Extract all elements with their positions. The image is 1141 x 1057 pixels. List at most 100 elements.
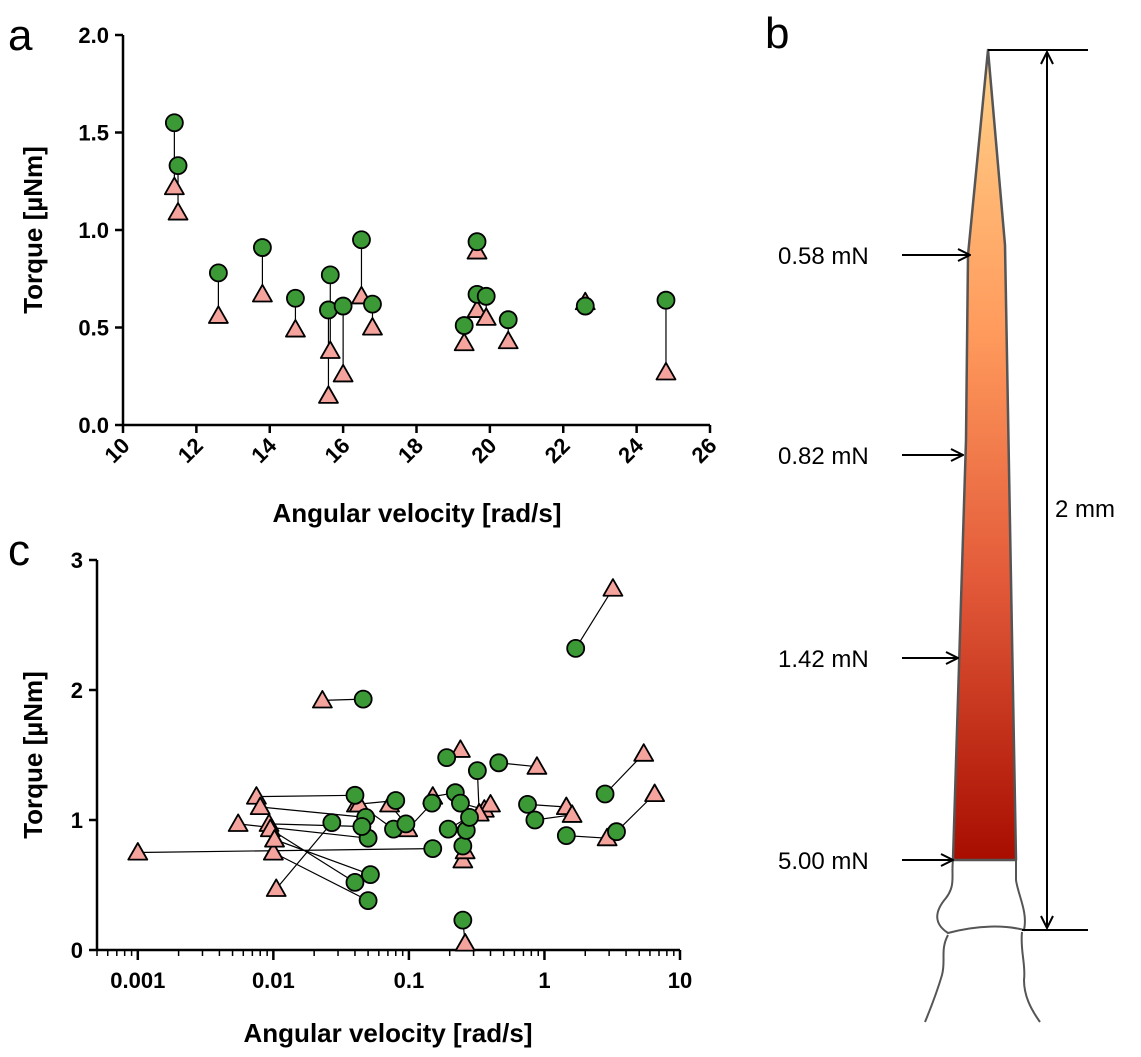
panel-c-y-axis-title: Torque [µNm]	[18, 671, 48, 839]
panel-c-pair-connector	[273, 851, 369, 902]
panel-a-x-tick-label: 20	[466, 433, 501, 468]
panel-a-triangle-point	[466, 299, 488, 318]
root-base-outline	[936, 859, 1026, 935]
panel-letter-c: c	[8, 526, 30, 575]
panel-c-triangle-point	[262, 842, 284, 861]
panel-c-circle-point	[525, 810, 545, 830]
force-label-4: 5.00 mN	[778, 848, 869, 875]
panel-a-chart: 0.0 0.5 1.0 1.5 2.0 10 12 14 16 18 20 22 24 26 Angul…	[18, 23, 722, 528]
panel-a-x-tick-label: 14	[246, 432, 282, 468]
panel-c-circle-point	[423, 839, 443, 858]
panel-c-y-tick-label: 2	[71, 678, 83, 703]
panel-c-circle-point	[460, 808, 479, 827]
panel-a-triangle-point	[475, 307, 497, 326]
panel-a-triangle-point	[252, 283, 273, 303]
panel-c-triangle-point	[526, 756, 548, 775]
panel-c-circle-point	[437, 748, 457, 767]
panel-a-triangle-point	[319, 340, 341, 359]
panel-c-y-tick-label: 3	[71, 548, 83, 573]
panel-c-circle-point	[352, 817, 372, 836]
panel-c-triangle-point	[633, 743, 655, 762]
panel-c-triangle-point	[644, 783, 666, 803]
panel-a-circle-point	[363, 294, 382, 314]
panel-c-triangle-point	[127, 842, 149, 861]
panel-a-y-tick-label: 2.0	[78, 23, 109, 48]
panel-a-circle-point	[253, 238, 272, 257]
panel-letter-a: a	[8, 11, 33, 60]
panel-c-y-tick-label: 0	[71, 938, 83, 963]
panel-a-circle-point	[498, 310, 518, 330]
panel-b-diagram: 2 mm 0.58 mN 0.82 mN 1.42 mN 5.00 mN	[778, 48, 1115, 1023]
panel-a-x-tick-label: 24	[613, 432, 649, 468]
panel-c-triangle-point	[450, 739, 471, 758]
panel-c-triangle-point	[561, 804, 583, 823]
panel-c-circle-point	[451, 793, 470, 813]
panel-letter-b: b	[765, 9, 789, 58]
panel-a-circle-point	[208, 263, 228, 283]
panel-a-circle-point	[476, 286, 496, 306]
panel-c-circle-point	[438, 819, 458, 839]
panel-c-circle-point	[361, 865, 380, 884]
panel-c-circle-point	[556, 826, 576, 845]
panel-c-circle-point	[453, 910, 473, 930]
panel-a-triangle-point	[453, 332, 475, 352]
panel-a-circle-point	[320, 265, 340, 285]
root-lower-right-outline	[1020, 931, 1041, 1023]
panel-a-triangle-point	[332, 363, 354, 383]
panel-a-circle-point	[164, 113, 184, 133]
panel-c-circle-point	[595, 784, 615, 804]
panel-c-pair-connector	[275, 822, 333, 890]
panel-a-circle-point	[352, 230, 371, 250]
scale-bar-label: 2 mm	[1055, 496, 1115, 523]
panel-a-x-axis-title: Angular velocity [rad/s]	[273, 498, 562, 528]
panel-a-y-tick-label: 1.5	[78, 121, 109, 146]
force-label-2: 0.82 mN	[778, 443, 869, 470]
panel-c-pair-connector	[238, 823, 369, 839]
panel-a-x-tick-label: 10	[100, 433, 135, 468]
panel-a-circle-point	[467, 232, 487, 252]
panel-c-x-tick-label: 1	[538, 968, 550, 993]
panel-c-x-tick-label: 0.1	[394, 968, 425, 993]
panel-a-circle-point	[286, 288, 305, 308]
panel-a-triangle-point	[167, 202, 189, 221]
panel-c-circle-point	[566, 639, 586, 658]
panel-a-triangle-point	[318, 385, 339, 404]
panel-c-triangle-point	[249, 796, 271, 816]
panel-c-x-tick-label: 10	[668, 968, 692, 993]
panel-c-circle-point	[607, 822, 626, 842]
panel-a-y-tick-label: 0.5	[78, 316, 109, 341]
panel-a-triangle-point	[497, 330, 519, 350]
panel-c-circle-point	[386, 791, 406, 810]
panel-a-triangle-point	[207, 305, 229, 324]
panel-a-triangle-point	[655, 361, 677, 381]
panel-a-triangle-point	[285, 319, 306, 338]
panel-c-triangle-point	[265, 878, 287, 897]
panel-c-chart: 0 1 2 3 0.001 0.01 0.1 1 10 Angular velocity [r…	[18, 548, 692, 1048]
panel-a-triangle-point	[362, 317, 383, 336]
panel-c-triangle-point	[311, 690, 333, 709]
panel-c-triangle-point	[264, 829, 285, 848]
panel-a-y-tick-label: 1.0	[78, 218, 109, 243]
panel-a-circle-point	[333, 296, 353, 316]
panel-c-circle-point	[345, 873, 365, 892]
root-lower-left-outline	[924, 934, 949, 1023]
panel-c-x-tick-label: 0.001	[110, 968, 165, 993]
panel-c-pair-connector	[269, 823, 362, 828]
panel-a-circle-point	[454, 316, 474, 335]
force-label-3: 1.42 mN	[778, 646, 869, 673]
panel-c-pair-connector	[256, 794, 355, 798]
panel-a-circle-point	[656, 290, 676, 310]
panel-c-circle-point	[489, 753, 509, 773]
panel-c-triangle-point	[480, 794, 501, 813]
panel-c-y-tick-label: 1	[71, 808, 83, 833]
panel-a-y-axis-title: Torque [µNm]	[18, 146, 48, 314]
panel-a-y-tick-label: 0.0	[78, 413, 109, 438]
force-label-1: 0.58 mN	[778, 243, 869, 270]
panel-c-circle-point	[518, 795, 537, 814]
panel-c-x-axis-title: Angular velocity [rad/s]	[244, 1018, 533, 1048]
panel-c-pair-connector	[274, 838, 371, 876]
panel-a-x-tick-label: 18	[393, 433, 428, 468]
panel-c-circle-point	[358, 891, 378, 910]
panel-a-triangle-point	[163, 176, 185, 196]
